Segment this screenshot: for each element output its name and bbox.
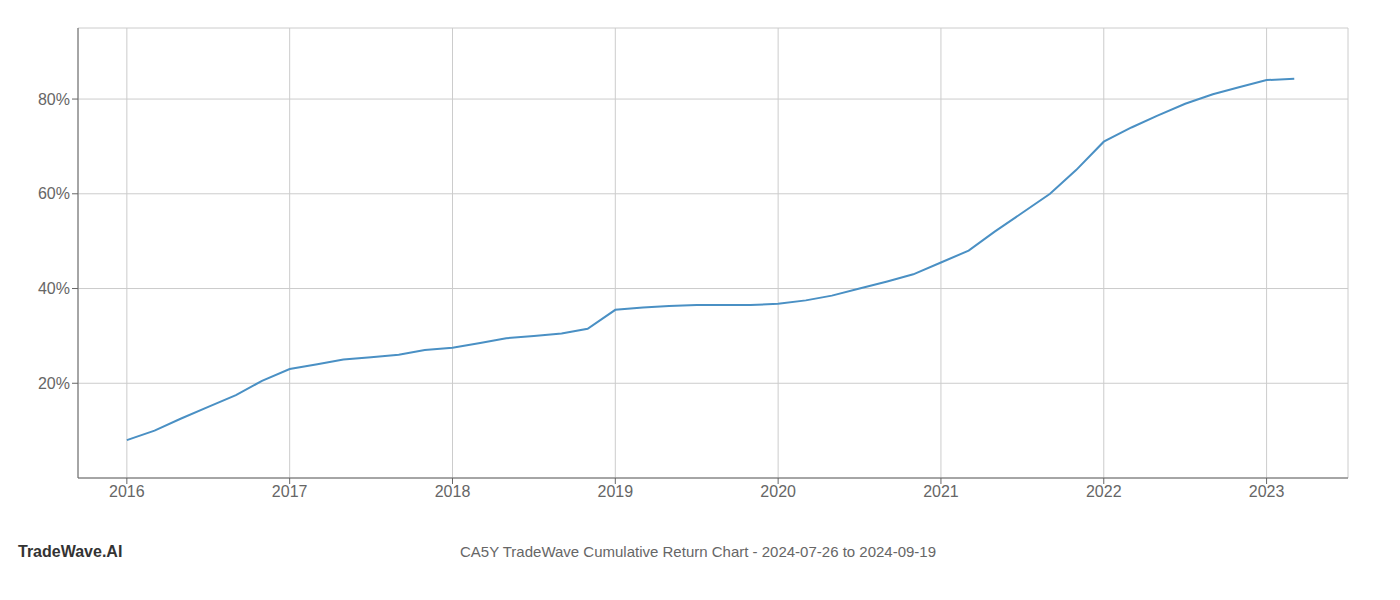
html-text:CA5Y TradeWave Cumulative Retu: CA5Y TradeWave Cumulative Return Chart -… <box>460 543 936 560</box>
svg-text:2021: 2021 <box>923 483 959 500</box>
svg-text:20%: 20% <box>38 375 70 392</box>
svg-text:2023: 2023 <box>1249 483 1285 500</box>
svg-text:80%: 80% <box>38 91 70 108</box>
svg-text:60%: 60% <box>38 185 70 202</box>
svg-text:2017: 2017 <box>272 483 308 500</box>
svg-text:2016: 2016 <box>109 483 145 500</box>
svg-text:2020: 2020 <box>760 483 796 500</box>
svg-text:2019: 2019 <box>598 483 634 500</box>
html-text:TradeWave.AI: TradeWave.AI <box>18 543 123 560</box>
svg-text:2018: 2018 <box>435 483 471 500</box>
svg-text:2022: 2022 <box>1086 483 1122 500</box>
svg-text:40%: 40% <box>38 280 70 297</box>
